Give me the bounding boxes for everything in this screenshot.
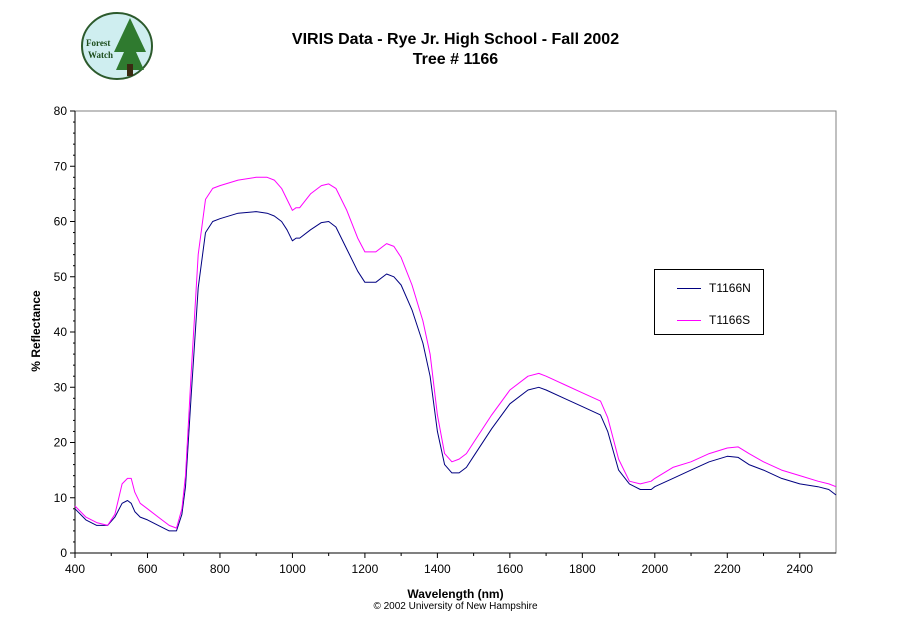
series-group: [74, 176, 837, 532]
legend: T1166N T1166S: [654, 269, 764, 335]
logo-text-forest: Forest: [86, 38, 110, 48]
tree-logo-icon: Forest Watch: [81, 12, 153, 80]
y-axis-label: % Reflectance: [29, 290, 43, 372]
legend-label-t1166n: T1166N: [709, 281, 751, 295]
x-tick-label-800: 800: [210, 562, 230, 576]
forest-watch-logo: Forest Watch: [80, 12, 154, 80]
x-tick-label-400: 400: [65, 562, 85, 576]
chart-title: VIRIS Data - Rye Jr. High School - Fall …: [291, 31, 620, 48]
series-line-t1166n: [74, 211, 837, 532]
x-tick-label-2000: 2000: [641, 562, 668, 576]
x-tick-label-600: 600: [137, 562, 157, 576]
y-tick-label-10: 10: [54, 491, 68, 505]
legend-swatch-t1166s: [677, 320, 701, 321]
copyright-text: © 2002 University of New Hampshire: [373, 601, 538, 612]
legend-label-t1166s: T1166S: [709, 313, 751, 327]
x-tick-label-1600: 1600: [497, 562, 524, 576]
y-tick-label-40: 40: [54, 325, 68, 339]
y-tick-label-60: 60: [54, 215, 68, 229]
y-tick-label-30: 30: [54, 380, 68, 394]
y-tick-label-70: 70: [54, 159, 68, 173]
x-tick-label-1200: 1200: [352, 562, 379, 576]
y-tick-label-20: 20: [54, 436, 68, 450]
legend-swatch-t1166n: [677, 288, 701, 289]
chart-subtitle: Tree # 1166: [412, 51, 499, 68]
series-line-t1166s: [74, 176, 837, 529]
x-tick-label-1400: 1400: [424, 562, 451, 576]
logo-text-watch: Watch: [88, 50, 113, 60]
x-tick-label-2200: 2200: [714, 562, 741, 576]
axis-ticks: 0 10 20 30 40 50 60 70 80 400 600 800 1000 1200 1400 16…: [54, 104, 814, 576]
y-tick-label-80: 80: [54, 104, 68, 118]
x-tick-label-2400: 2400: [786, 562, 813, 576]
y-tick-label-50: 50: [54, 270, 68, 284]
x-axis-label: Wavelength (nm): [407, 587, 504, 601]
y-tick-label-0: 0: [60, 546, 67, 560]
x-tick-label-1800: 1800: [569, 562, 596, 576]
x-tick-label-1000: 1000: [279, 562, 306, 576]
